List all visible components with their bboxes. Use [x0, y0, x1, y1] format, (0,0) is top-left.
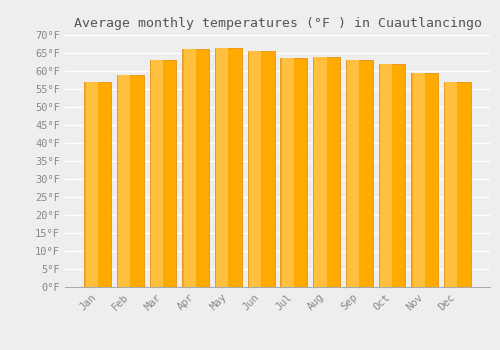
Bar: [347, 60, 359, 287]
Bar: [444, 82, 470, 287]
Bar: [151, 60, 163, 287]
Bar: [150, 60, 176, 287]
Bar: [282, 58, 294, 287]
Bar: [445, 82, 458, 287]
Bar: [117, 75, 144, 287]
Bar: [314, 57, 326, 287]
Bar: [184, 49, 196, 287]
Bar: [412, 73, 424, 287]
Bar: [280, 58, 307, 287]
Bar: [182, 49, 209, 287]
Bar: [86, 82, 98, 287]
Bar: [346, 60, 372, 287]
Bar: [215, 48, 242, 287]
Bar: [313, 57, 340, 287]
Bar: [378, 64, 406, 287]
Bar: [380, 64, 392, 287]
Bar: [216, 48, 228, 287]
Bar: [249, 51, 261, 287]
Bar: [411, 73, 438, 287]
Bar: [84, 82, 111, 287]
Bar: [248, 51, 274, 287]
Bar: [118, 75, 130, 287]
Title: Average monthly temperatures (°F ) in Cuautlancingo: Average monthly temperatures (°F ) in Cu…: [74, 17, 482, 30]
